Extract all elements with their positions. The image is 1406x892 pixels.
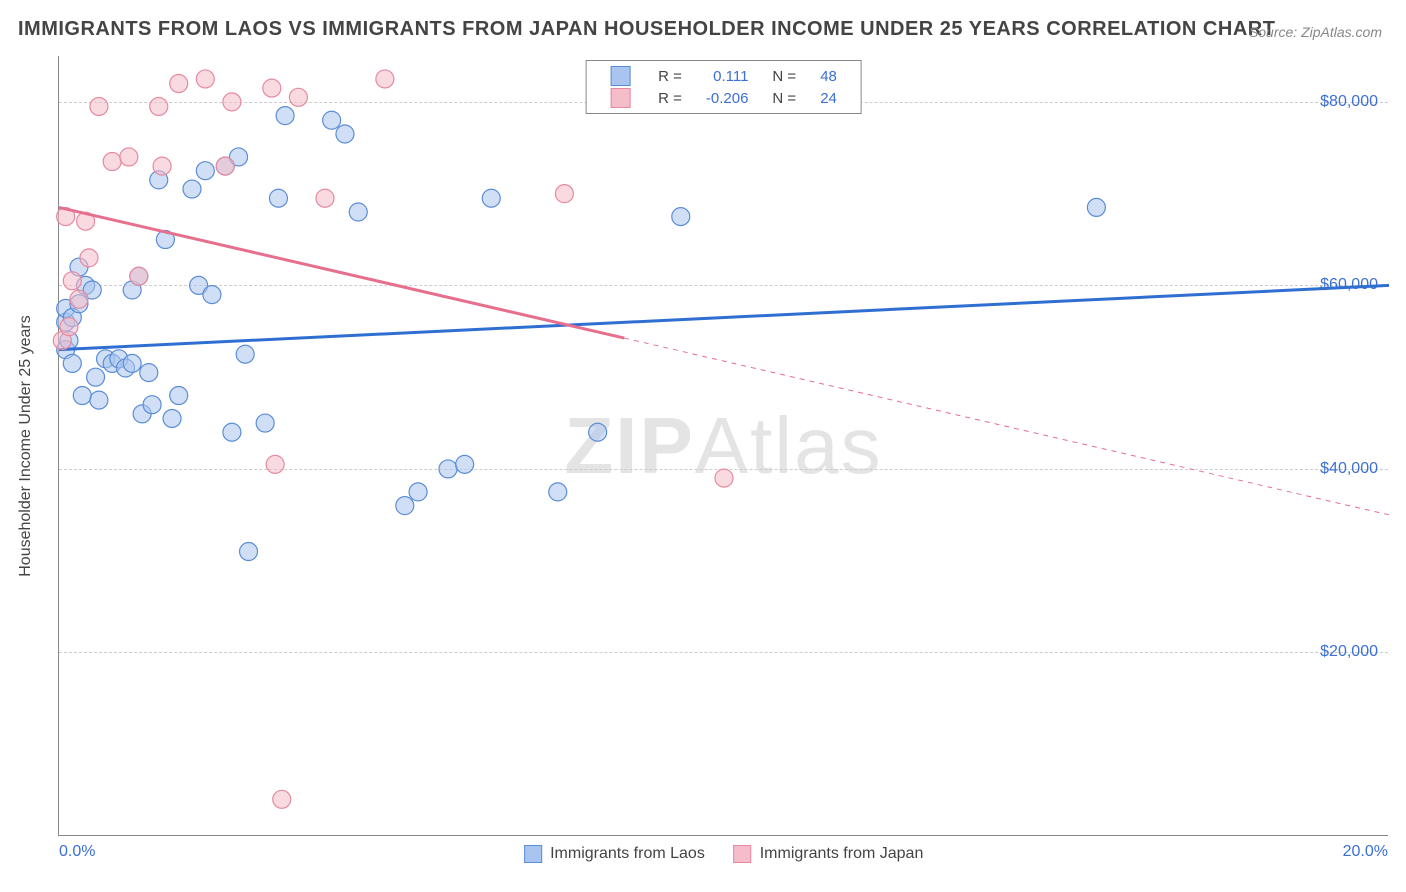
data-point xyxy=(170,387,188,405)
data-point xyxy=(63,354,81,372)
data-point xyxy=(170,75,188,93)
data-point xyxy=(70,290,88,308)
n-value-laos: 48 xyxy=(808,65,849,87)
data-point xyxy=(163,409,181,427)
data-point xyxy=(256,414,274,432)
data-point xyxy=(715,469,733,487)
data-point xyxy=(223,93,241,111)
trend-line xyxy=(59,285,1389,349)
x-axis-max-label: 20.0% xyxy=(1343,843,1388,861)
legend-row-laos: R = 0.111 N = 48 xyxy=(598,65,849,87)
data-point xyxy=(266,455,284,473)
data-point xyxy=(123,354,141,372)
trend-line-extrapolated xyxy=(624,338,1389,515)
data-point xyxy=(555,185,573,203)
data-point xyxy=(183,180,201,198)
data-point xyxy=(60,318,78,336)
swatch-laos-icon xyxy=(524,845,542,863)
scatter-plot-svg xyxy=(59,56,1388,835)
data-point xyxy=(143,396,161,414)
data-point xyxy=(140,364,158,382)
data-point xyxy=(549,483,567,501)
data-point xyxy=(269,189,287,207)
data-point xyxy=(196,70,214,88)
swatch-japan xyxy=(610,88,630,108)
data-point xyxy=(150,97,168,115)
data-point xyxy=(240,543,258,561)
data-point xyxy=(273,790,291,808)
legend-label-japan: Immigrants from Japan xyxy=(760,845,924,862)
data-point xyxy=(90,391,108,409)
chart-plot-area: ZIPAtlas $20,000$40,000$60,000$80,000 R … xyxy=(58,56,1388,836)
correlation-legend: R = 0.111 N = 48 R = -0.206 N = 24 xyxy=(585,60,862,114)
chart-title: IMMIGRANTS FROM LAOS VS IMMIGRANTS FROM … xyxy=(18,18,1275,41)
data-point xyxy=(349,203,367,221)
data-point xyxy=(409,483,427,501)
data-point xyxy=(289,88,307,106)
x-axis-min-label: 0.0% xyxy=(59,843,95,861)
data-point xyxy=(323,111,341,129)
data-point xyxy=(103,153,121,171)
data-point xyxy=(439,460,457,478)
data-point xyxy=(216,157,234,175)
swatch-japan-icon xyxy=(733,845,751,863)
data-point xyxy=(276,107,294,125)
n-label: N = xyxy=(760,87,808,109)
data-point xyxy=(316,189,334,207)
data-point xyxy=(223,423,241,441)
data-point xyxy=(63,272,81,290)
data-point xyxy=(456,455,474,473)
n-label: N = xyxy=(760,65,808,87)
data-point xyxy=(482,189,500,207)
data-point xyxy=(203,286,221,304)
legend-label-laos: Immigrants from Laos xyxy=(550,845,705,862)
data-point xyxy=(263,79,281,97)
data-point xyxy=(153,157,171,175)
y-axis-title: Householder Income Under 25 years xyxy=(17,315,35,576)
data-point xyxy=(672,208,690,226)
data-point xyxy=(80,249,98,267)
data-point xyxy=(396,497,414,515)
data-point xyxy=(120,148,138,166)
series-legend: Immigrants from Laos Immigrants from Jap… xyxy=(512,845,936,863)
r-label: R = xyxy=(646,87,694,109)
r-value-japan: -0.206 xyxy=(694,87,761,109)
data-point xyxy=(1087,198,1105,216)
legend-item-japan: Immigrants from Japan xyxy=(733,845,923,862)
data-point xyxy=(130,267,148,285)
n-value-japan: 24 xyxy=(808,87,849,109)
data-point xyxy=(196,162,214,180)
legend-row-japan: R = -0.206 N = 24 xyxy=(598,87,849,109)
data-point xyxy=(236,345,254,363)
data-point xyxy=(87,368,105,386)
data-point xyxy=(73,387,91,405)
legend-item-laos: Immigrants from Laos xyxy=(524,845,710,862)
r-value-laos: 0.111 xyxy=(694,65,761,87)
source-attribution: Source: ZipAtlas.com xyxy=(1249,24,1382,40)
swatch-laos xyxy=(610,66,630,86)
data-point xyxy=(376,70,394,88)
data-point xyxy=(90,97,108,115)
data-point xyxy=(336,125,354,143)
r-label: R = xyxy=(646,65,694,87)
data-point xyxy=(589,423,607,441)
